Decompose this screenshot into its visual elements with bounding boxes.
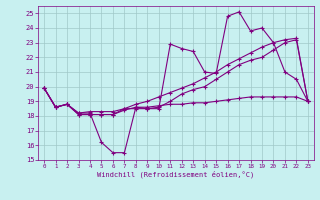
- X-axis label: Windchill (Refroidissement éolien,°C): Windchill (Refroidissement éolien,°C): [97, 171, 255, 178]
